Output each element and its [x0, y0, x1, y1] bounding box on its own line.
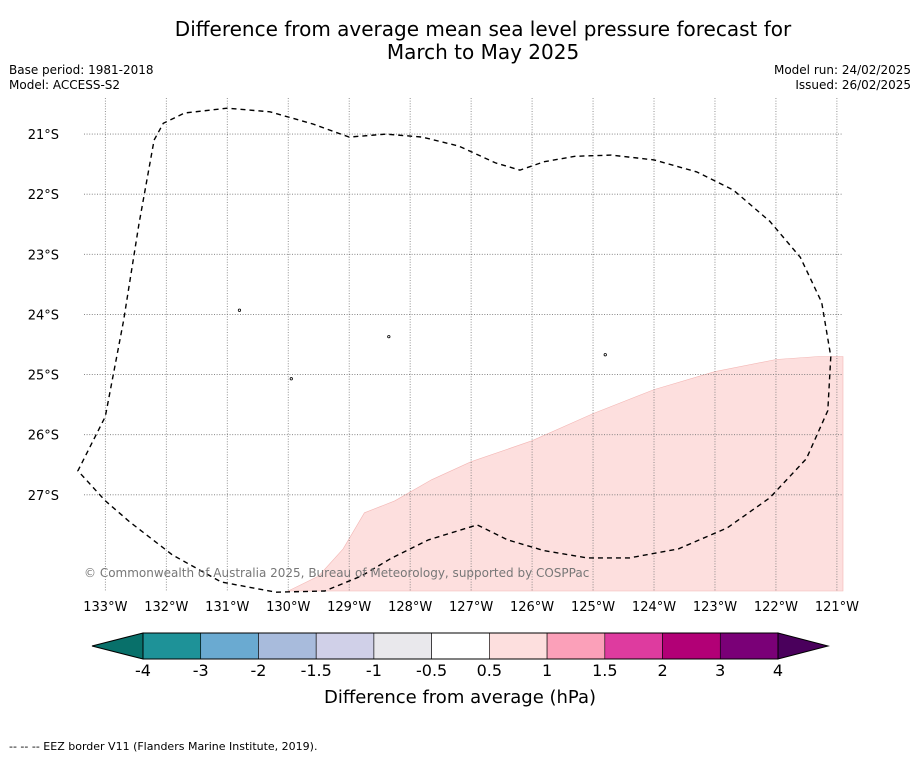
longitude-label: 126°W — [510, 600, 554, 615]
colorbar-tick-label: -2 — [250, 661, 266, 680]
forecast-map: 133°W 132°W 131°W 130°W 129°W 128°W 127°W 126°W… — [28, 98, 859, 708]
longitude-label: 123°W — [693, 600, 737, 615]
colorbar-bin — [604, 632, 663, 660]
colorbar-bin — [489, 632, 548, 660]
latitude-label: 21°S — [28, 128, 59, 143]
colorbar-tick-label: -1.5 — [301, 661, 332, 680]
latitude-label: 26°S — [28, 429, 59, 444]
latitude-label: 27°S — [28, 489, 59, 504]
island-marker — [237, 308, 242, 312]
colorbar-bin — [315, 632, 375, 660]
latitude-label: 23°S — [28, 248, 59, 263]
longitude-label: 121°W — [815, 600, 859, 615]
colorbar-arrow-low — [91, 632, 144, 660]
longitude-label: 130°W — [266, 600, 310, 615]
colorbar-bin — [200, 632, 259, 660]
shaded-region-layer — [288, 356, 844, 592]
longitude-label: 128°W — [388, 600, 432, 615]
meta-left: Base period: 1981-2018 Model: ACCESS-S2 — [9, 63, 154, 93]
title-line-2: March to May 2025 — [386, 40, 580, 64]
model-name: Model: ACCESS-S2 — [9, 78, 121, 92]
graticule — [84, 98, 843, 591]
colorbar-bin — [373, 632, 432, 660]
colorbar-tick-label: -3 — [193, 661, 209, 680]
island-marker — [603, 353, 607, 357]
colorbar-tick-labels: -4 -3 -2 -1.5 -1 -0.5 0.5 1 1.5 2 3 4 — [135, 661, 783, 680]
longitude-label: 131°W — [205, 600, 249, 615]
colorbar-bin — [431, 632, 490, 660]
colorbar-legend — [91, 632, 830, 660]
copyright-text: © Commonwealth of Australia 2025, Bureau… — [84, 566, 589, 580]
longitude-label: 129°W — [327, 600, 371, 615]
meta-right: Model run: 24/02/2025 Issued: 26/02/2025 — [774, 63, 911, 93]
longitude-label: 133°W — [83, 600, 127, 615]
latitude-label: 25°S — [28, 369, 59, 384]
colorbar-tick-label: 1.5 — [592, 661, 617, 680]
longitude-label: 125°W — [571, 600, 615, 615]
colorbar-tick-label: 0.5 — [477, 661, 502, 680]
colorbar-tick-label: 2 — [657, 661, 667, 680]
model-run: Model run: 24/02/2025 — [773, 63, 911, 77]
colorbar-title: Difference from average (hPa) — [324, 687, 596, 708]
colorbar-bin — [662, 632, 721, 660]
longitude-labels: 133°W 132°W 131°W 130°W 129°W 128°W 127°W 126°W… — [83, 600, 859, 615]
colorbar-bin — [719, 632, 779, 660]
latitude-label: 24°S — [28, 308, 59, 323]
longitude-label: 122°W — [754, 600, 798, 615]
island-marker — [387, 335, 391, 339]
colorbar-tick-label: -1 — [366, 661, 382, 680]
latitude-label: 22°S — [28, 188, 59, 203]
colorbar-bin — [258, 632, 317, 660]
latitude-labels: 21°S 22°S 23°S 24°S 25°S 26°S 27°S — [28, 128, 59, 504]
island-marker — [289, 377, 293, 381]
footer-note: -- -- -- EEZ border V11 (Flanders Marine… — [9, 740, 318, 753]
shaded-region-0-5-to-1 — [288, 356, 844, 592]
longitude-label: 132°W — [144, 600, 188, 615]
islands-layer — [237, 308, 607, 381]
longitude-label: 127°W — [449, 600, 493, 615]
colorbar-arrow-high — [777, 632, 830, 660]
colorbar-tick-label: 3 — [715, 661, 725, 680]
colorbar-tick-label: 1 — [542, 661, 552, 680]
base-period: Base period: 1981-2018 — [9, 63, 154, 77]
title-line-1: Difference from average mean sea level p… — [174, 17, 792, 41]
longitude-label: 124°W — [632, 600, 676, 615]
colorbar-tick-label: -0.5 — [416, 661, 447, 680]
map-title: Difference from average mean sea level p… — [0, 18, 919, 64]
colorbar-tick-label: 4 — [773, 661, 783, 680]
colorbar-tick-label: -4 — [135, 661, 151, 680]
issued-date: Issued: 26/02/2025 — [795, 78, 911, 92]
colorbar-bin — [142, 632, 202, 660]
colorbar-bin — [546, 632, 606, 660]
colorbar-outline — [142, 632, 779, 660]
